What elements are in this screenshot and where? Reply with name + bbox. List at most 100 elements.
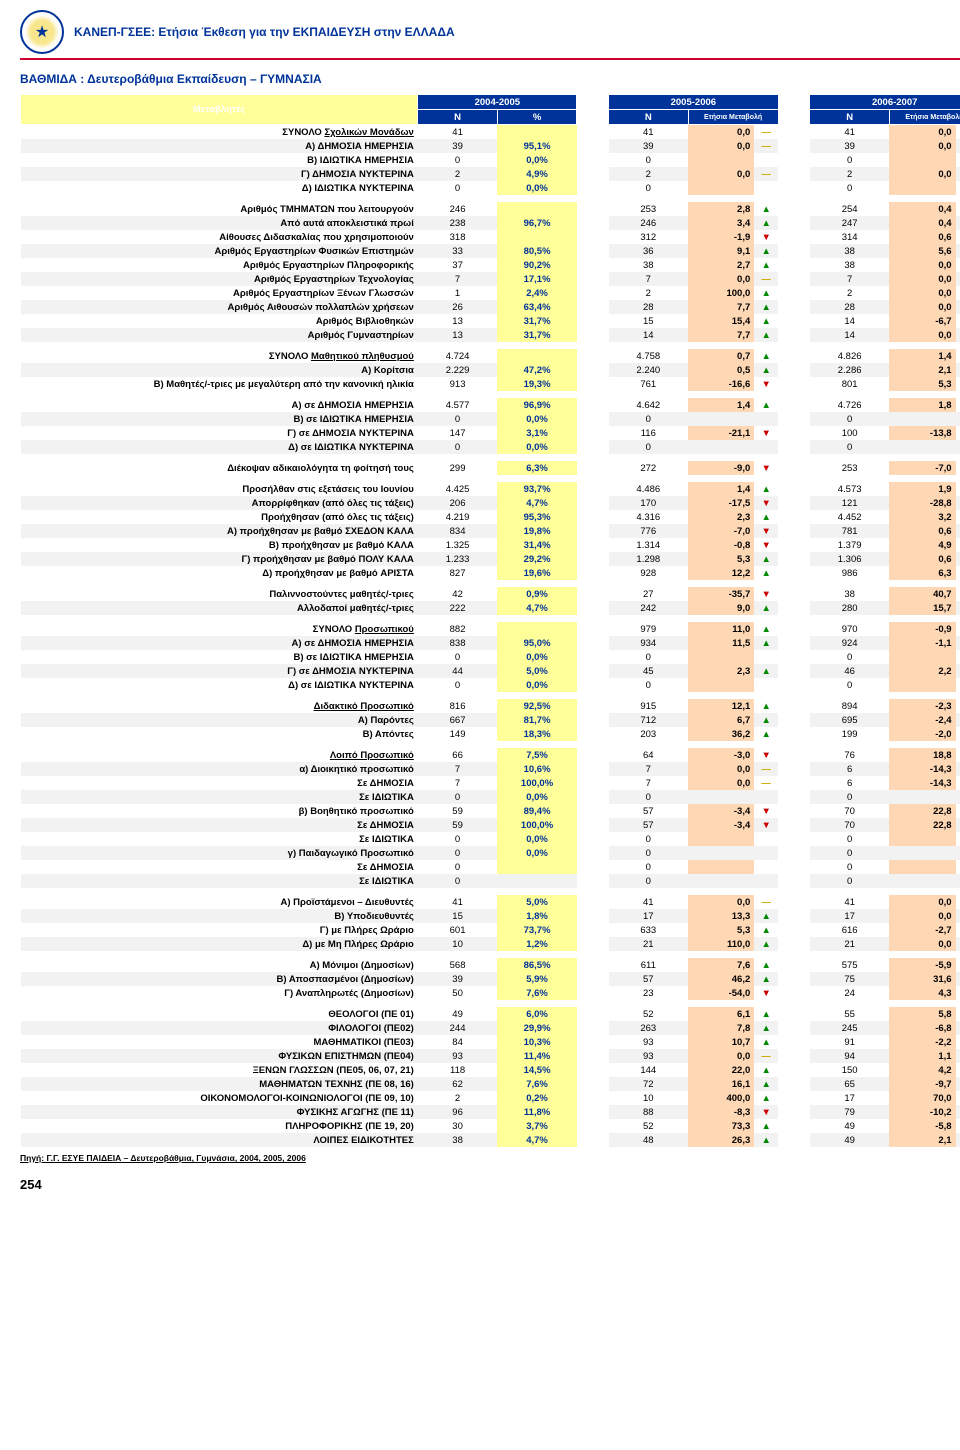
trend-up-icon: ▲ bbox=[956, 1049, 960, 1063]
table-row: Διέκοψαν αδικαιολόγητα τη φοίτησή τους29… bbox=[21, 461, 960, 475]
table-row: Αριθμός Εργαστηρίων Πληροφορικής3790,2%3… bbox=[21, 258, 960, 272]
trend-flat-icon: — bbox=[956, 937, 960, 951]
table-row: Δ) ΙΔΙΩΤΙΚΑ ΝΥΚΤΕΡΙΝΑ00,0%00 bbox=[21, 181, 960, 195]
trend-up-icon: ▲ bbox=[754, 713, 778, 727]
trend-down-icon: ▼ bbox=[956, 923, 960, 937]
table-row: Σε ΙΔΙΩΤΙΚΑ00,0%00 bbox=[21, 790, 960, 804]
trend-up-icon: ▲ bbox=[754, 1063, 778, 1077]
trend-up-icon: ▲ bbox=[754, 1091, 778, 1105]
report-title: ΚΑΝΕΠ-ΓΣΕΕ: Ετήσια Έκθεση για την ΕΚΠΑΙΔ… bbox=[74, 25, 455, 39]
trend-up-icon: ▲ bbox=[754, 300, 778, 314]
trend-none bbox=[754, 181, 778, 195]
table-row: Σε ΔΗΜΟΣΙΑ000 bbox=[21, 860, 960, 874]
trend-down-icon: ▼ bbox=[956, 1105, 960, 1119]
trend-up-icon: ▲ bbox=[956, 349, 960, 363]
trend-up-icon: ▲ bbox=[754, 314, 778, 328]
trend-none bbox=[956, 678, 960, 692]
trend-flat-icon: — bbox=[754, 125, 778, 140]
trend-up-icon: ▲ bbox=[754, 1035, 778, 1049]
trend-down-icon: ▼ bbox=[956, 958, 960, 972]
trend-down-icon: ▼ bbox=[754, 230, 778, 244]
table-row: Α) Προϊστάμενοι – Διευθυντές415,0%410,0—… bbox=[21, 895, 960, 909]
trend-up-icon: ▲ bbox=[956, 363, 960, 377]
table-row: Δ) προήχθησαν με βαθμό ΑΡΙΣΤΑ82719,6%928… bbox=[21, 566, 960, 580]
col-pct-0: % bbox=[497, 110, 576, 125]
table-row: Δ) σε ΙΔΙΩΤΙΚΑ ΝΥΚΤΕΡΙΝΑ00,0%00 bbox=[21, 440, 960, 454]
data-table: Μεταβλητές 2004-2005 2005-2006 2006-2007… bbox=[20, 94, 960, 1147]
trend-none bbox=[754, 678, 778, 692]
col-period-2: 2006-2007 bbox=[810, 95, 960, 110]
col-variables: Μεταβλητές bbox=[21, 95, 418, 125]
table-row: Αλλοδαποί μαθητές/-τριες2224,7%2429,0▲28… bbox=[21, 601, 960, 615]
trend-up-icon: ▲ bbox=[754, 398, 778, 412]
trend-down-icon: ▼ bbox=[956, 314, 960, 328]
trend-flat-icon: — bbox=[754, 895, 778, 909]
trend-flat-icon: — bbox=[956, 258, 960, 272]
trend-up-icon: ▲ bbox=[754, 216, 778, 230]
page-number: 254 bbox=[20, 1177, 960, 1192]
trend-down-icon: ▼ bbox=[754, 524, 778, 538]
table-row: Γ) σε ΔΗΜΟΣΙΑ ΝΥΚΤΕΡΙΝΑ445,0%452,3▲462,2… bbox=[21, 664, 960, 678]
table-row: Δ) σε ΙΔΙΩΤΙΚΑ ΝΥΚΤΕΡΙΝΑ00,0%00 bbox=[21, 678, 960, 692]
trend-up-icon: ▲ bbox=[754, 937, 778, 951]
trend-down-icon: ▼ bbox=[956, 1035, 960, 1049]
trend-up-icon: ▲ bbox=[754, 699, 778, 713]
table-row: Προήχθησαν (από όλες τις τάξεις)4.21995,… bbox=[21, 510, 960, 524]
trend-down-icon: ▼ bbox=[956, 776, 960, 790]
trend-up-icon: ▲ bbox=[956, 1133, 960, 1147]
table-row: ΜΑΘΗΜΑΤΙΚΟΙ (ΠΕ03)8410,3%9310,7▲91-2,2▼ bbox=[21, 1035, 960, 1049]
table-row: Α) σε ΔΗΜΟΣΙΑ ΗΜΕΡΗΣΙΑ4.57796,9%4.6421,4… bbox=[21, 398, 960, 412]
trend-down-icon: ▼ bbox=[754, 496, 778, 510]
col-n-0: N bbox=[418, 110, 497, 125]
trend-none bbox=[956, 790, 960, 804]
table-row: ΦΥΣΙΚΩΝ ΕΠΙΣΤΗΜΩΝ (ΠΕ04)9311,4%930,0—941… bbox=[21, 1049, 960, 1063]
trend-none bbox=[956, 832, 960, 846]
trend-flat-icon: — bbox=[956, 328, 960, 342]
table-row: ΣΥΝΟΛΟ Μαθητικού πληθυσμού4.7244.7580,7▲… bbox=[21, 349, 960, 363]
trend-up-icon: ▲ bbox=[754, 328, 778, 342]
trend-up-icon: ▲ bbox=[956, 398, 960, 412]
trend-up-icon: ▲ bbox=[754, 1119, 778, 1133]
table-row: ΦΙΛΟΛΟΓΟΙ (ΠΕ02)24429,9%2637,8▲245-6,8▼ bbox=[21, 1021, 960, 1035]
trend-down-icon: ▼ bbox=[956, 713, 960, 727]
table-row: ΜΑΘΗΜΑΤΩΝ ΤΕΧΝΗΣ (ΠΕ 08, 16)627,6%7216,1… bbox=[21, 1077, 960, 1091]
trend-down-icon: ▼ bbox=[956, 1077, 960, 1091]
trend-up-icon: ▲ bbox=[956, 482, 960, 496]
trend-up-icon: ▲ bbox=[956, 216, 960, 230]
table-row: Αριθμός Αιθουσών πολλαπλών χρήσεων2663,4… bbox=[21, 300, 960, 314]
trend-down-icon: ▼ bbox=[754, 748, 778, 762]
section-title: ΒΑΘΜΙΔΑ : Δευτεροβάθμια Εκπαίδευση – ΓΥΜ… bbox=[20, 72, 960, 86]
trend-none bbox=[956, 650, 960, 664]
trend-up-icon: ▲ bbox=[754, 636, 778, 650]
table-row: Απορρίφθηκαν (από όλες τις τάξεις)2064,7… bbox=[21, 496, 960, 510]
trend-flat-icon: — bbox=[754, 272, 778, 286]
table-row: Α) Παρόντες66781,7%7126,7▲695-2,4▼ bbox=[21, 713, 960, 727]
trend-up-icon: ▲ bbox=[956, 1007, 960, 1021]
col-n-2: N bbox=[810, 110, 889, 125]
trend-down-icon: ▼ bbox=[754, 377, 778, 391]
trend-down-icon: ▼ bbox=[956, 636, 960, 650]
trend-down-icon: ▼ bbox=[956, 622, 960, 636]
table-row: Β) ΙΔΙΩΤΙΚΑ ΗΜΕΡΗΣΙΑ00,0%00 bbox=[21, 153, 960, 167]
trend-none bbox=[956, 860, 960, 874]
table-head: Μεταβλητές 2004-2005 2005-2006 2006-2007… bbox=[21, 95, 960, 125]
trend-up-icon: ▲ bbox=[956, 524, 960, 538]
trend-down-icon: ▼ bbox=[956, 496, 960, 510]
table-row: Γ) με Πλήρες Ωράριο60173,7%6335,3▲616-2,… bbox=[21, 923, 960, 937]
trend-down-icon: ▼ bbox=[956, 699, 960, 713]
trend-up-icon: ▲ bbox=[754, 909, 778, 923]
trend-flat-icon: — bbox=[956, 125, 960, 140]
table-row: Προσήλθαν στις εξετάσεις του Ιουνίου4.42… bbox=[21, 482, 960, 496]
trend-up-icon: ▲ bbox=[754, 258, 778, 272]
trend-up-icon: ▲ bbox=[754, 1021, 778, 1035]
trend-down-icon: ▼ bbox=[956, 1119, 960, 1133]
trend-down-icon: ▼ bbox=[754, 426, 778, 440]
trend-up-icon: ▲ bbox=[956, 972, 960, 986]
table-row: Β) σε ΙΔΙΩΤΙΚΑ ΗΜΕΡΗΣΙΑ00,0%00 bbox=[21, 650, 960, 664]
table-row: Γ) σε ΔΗΜΟΣΙΑ ΝΥΚΤΕΡΙΝΑ1473,1%116-21,1▼1… bbox=[21, 426, 960, 440]
trend-flat-icon: — bbox=[956, 895, 960, 909]
table-body: ΣΥΝΟΛΟ Σχολικών Μονάδων41410,0—410,0—Α) … bbox=[21, 125, 960, 1148]
trend-up-icon: ▲ bbox=[956, 587, 960, 601]
trend-none bbox=[754, 846, 778, 860]
trend-up-icon: ▲ bbox=[956, 664, 960, 678]
